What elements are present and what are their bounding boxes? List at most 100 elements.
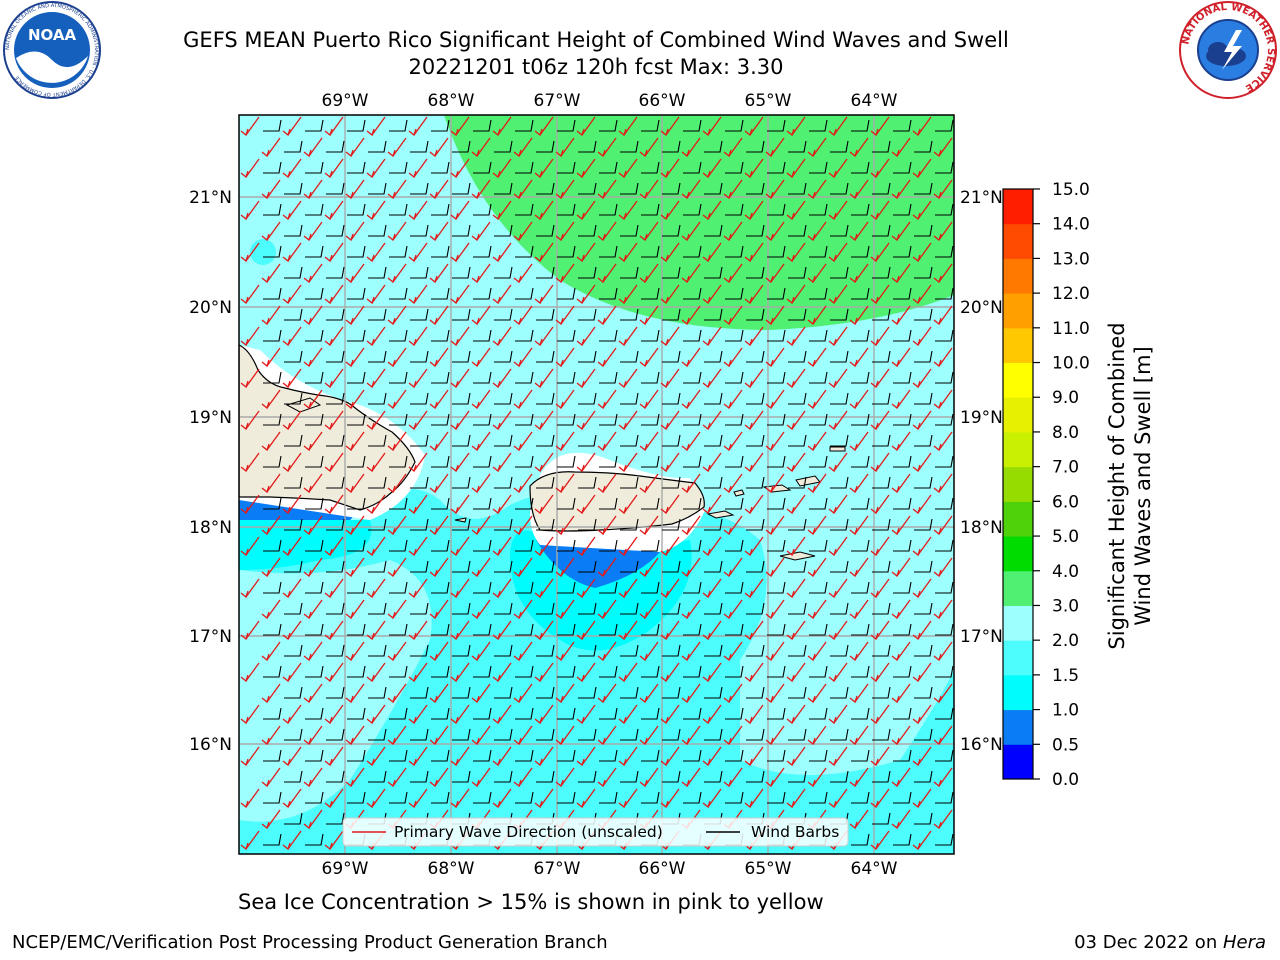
wind-barb (284, 728, 303, 741)
wave-direction-arrow (345, 683, 365, 704)
wave-direction-arrow (534, 116, 554, 137)
wave-direction-arrow (765, 389, 785, 410)
wind-barb (620, 224, 639, 237)
wind-barb (683, 203, 702, 216)
wave-direction-arrow (429, 599, 449, 620)
wave-direction-arrow (702, 452, 722, 473)
wind-barb (389, 161, 408, 174)
wind-barb (914, 560, 933, 573)
wave-direction-arrow (744, 452, 764, 473)
wave-direction-arrow (408, 536, 428, 557)
wave-direction-arrow (450, 662, 470, 683)
wave-direction-arrow (576, 368, 596, 389)
wave-direction-arrow (912, 368, 932, 389)
wind-barb (872, 602, 891, 615)
wave-direction-arrow (828, 116, 848, 137)
wave-direction-arrow (345, 305, 365, 326)
wave-direction-arrow (702, 284, 722, 305)
wind-barb (893, 707, 912, 720)
wave-direction-arrow (450, 620, 470, 641)
wave-direction-arrow (261, 137, 281, 158)
wind-barb (704, 182, 723, 195)
wave-direction-arrow (639, 221, 659, 242)
wave-height-1-1-5-field (239, 520, 372, 570)
wind-barb (263, 581, 282, 594)
colorbar-tick-label: 2.0 (1052, 631, 1079, 651)
wind-barb (305, 833, 324, 846)
wave-direction-arrow (702, 326, 722, 347)
wave-direction-arrow (933, 599, 953, 620)
wind-barb (893, 833, 912, 846)
wind-barb (515, 749, 534, 762)
wave-direction-arrow (807, 641, 827, 662)
wave-direction-arrow (765, 221, 785, 242)
wave-direction-arrow (366, 242, 386, 263)
wind-barb (809, 539, 828, 552)
wave-direction-arrow (618, 578, 638, 599)
wave-direction-arrow (366, 704, 386, 725)
lat-label-left: 19°N (189, 408, 232, 428)
wind-barb (956, 141, 974, 152)
wind-barb (305, 623, 324, 636)
colorbar-segment (1003, 605, 1033, 641)
wave-direction-arrow (765, 263, 785, 284)
wind-barb (935, 665, 954, 678)
wind-barb (725, 581, 744, 594)
wind-barb (557, 161, 576, 174)
wind-barb (893, 371, 912, 384)
wind-barb (452, 476, 471, 489)
lat-label-left: 17°N (189, 627, 232, 647)
wave-direction-arrow (744, 494, 764, 515)
wind-barb (536, 266, 555, 279)
wind-barb (452, 560, 471, 573)
wind-barb (725, 455, 744, 468)
wave-direction-arrow (870, 746, 890, 767)
wave-direction-arrow (555, 347, 575, 368)
wind-barb (263, 245, 282, 258)
wind-barb (704, 308, 723, 321)
wave-direction-arrow (786, 494, 806, 515)
wave-direction-arrow (870, 284, 890, 305)
wave-direction-arrow (723, 263, 743, 284)
wind-barb (347, 497, 366, 510)
wave-direction-arrow (723, 137, 743, 158)
wave-direction-arrow (891, 221, 911, 242)
wave-direction-arrow (828, 746, 848, 767)
wind-barb (536, 434, 555, 447)
colorbar-segment (1003, 570, 1033, 606)
wind-barb (809, 707, 828, 720)
wind-barb (473, 245, 492, 258)
wave-direction-arrow (513, 431, 533, 452)
wave-direction-arrow (891, 725, 911, 746)
wind-barb (935, 497, 954, 510)
wave-direction-arrow (702, 746, 722, 767)
wave-direction-arrow (345, 473, 365, 494)
wind-barb (347, 203, 366, 216)
wave-direction-arrow (513, 515, 533, 536)
wind-barb (452, 686, 471, 699)
colorbar-tick-label: 10.0 (1052, 354, 1090, 374)
wind-barb (368, 644, 387, 657)
wind-barb (662, 728, 681, 741)
wind-barb (914, 812, 933, 825)
wind-barb (851, 329, 870, 342)
footer-date: 03 Dec 2022 on Hera (1074, 932, 1266, 953)
wave-direction-arrow (324, 578, 344, 599)
wave-direction-arrow (660, 326, 680, 347)
wave-direction-arrow (387, 263, 407, 284)
wave-direction-arrow (765, 179, 785, 200)
wind-barb (305, 497, 324, 510)
wind-barb (662, 224, 681, 237)
wave-direction-arrow (471, 557, 491, 578)
wave-direction-arrow (576, 746, 596, 767)
wind-barb (872, 770, 891, 783)
wave-direction-arrow (723, 599, 743, 620)
wave-direction-arrow (429, 305, 449, 326)
wave-direction-arrow (345, 599, 365, 620)
wind-barb (704, 686, 723, 699)
wind-barb (473, 287, 492, 300)
longitude-labels-bottom: 69°W 68°W 67°W 66°W 65°W 64°W (322, 859, 898, 879)
wind-barb (536, 308, 555, 321)
wave-direction-arrow (492, 536, 512, 557)
wind-barb (452, 350, 471, 363)
